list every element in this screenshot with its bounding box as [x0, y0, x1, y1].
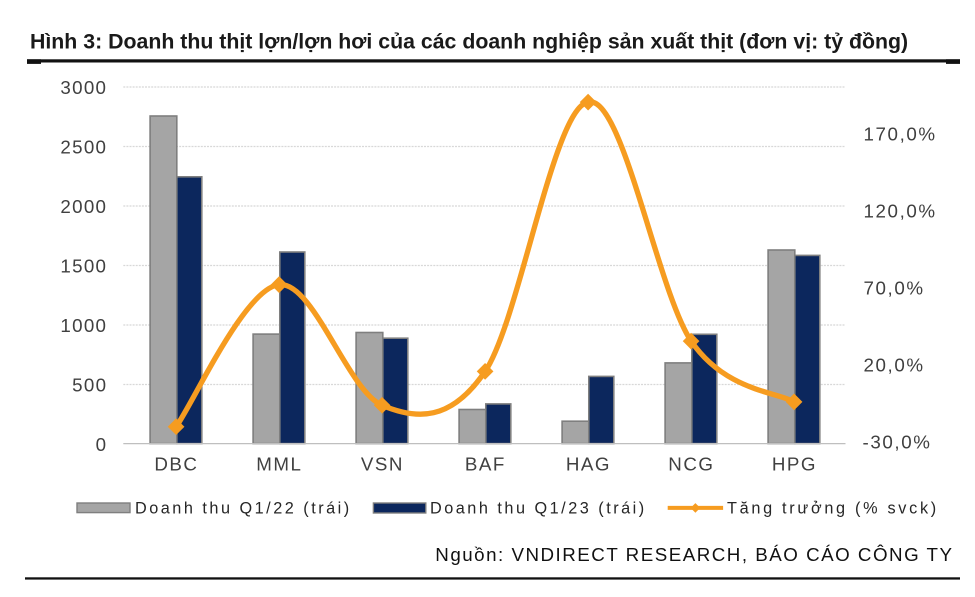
svg-text:70,0%: 70,0% — [864, 278, 925, 299]
svg-text:1000: 1000 — [60, 315, 107, 336]
svg-text:Doanh thu Q1/22 (trái): Doanh thu Q1/22 (trái) — [135, 499, 352, 517]
svg-text:500: 500 — [72, 374, 107, 395]
svg-text:BAF: BAF — [465, 454, 506, 475]
svg-text:Hình 3: Doanh thu thịt lợn/lợn: Hình 3: Doanh thu thịt lợn/lợn hơi của c… — [30, 30, 908, 54]
svg-text:Nguồn: VNDIRECT RESEARCH, BÁO: Nguồn: VNDIRECT RESEARCH, BÁO CÁO CÔNG T… — [435, 544, 953, 565]
svg-text:VSN: VSN — [361, 454, 404, 475]
svg-text:2000: 2000 — [60, 196, 107, 217]
svg-text:2500: 2500 — [60, 136, 107, 157]
svg-text:Doanh thu Q1/23 (trái): Doanh thu Q1/23 (trái) — [430, 499, 647, 517]
svg-text:120,0%: 120,0% — [864, 200, 937, 221]
svg-text:HPG: HPG — [772, 454, 817, 475]
svg-text:20,0%: 20,0% — [864, 355, 925, 376]
svg-text:1500: 1500 — [60, 255, 107, 276]
svg-text:DBC: DBC — [154, 454, 198, 475]
svg-text:Tăng trưởng (% svck): Tăng trưởng (% svck) — [727, 499, 939, 517]
svg-text:MML: MML — [256, 454, 302, 475]
svg-text:170,0%: 170,0% — [864, 123, 937, 144]
svg-text:NCG: NCG — [668, 454, 714, 475]
svg-text:-30,0%: -30,0% — [863, 432, 932, 453]
svg-text:3000: 3000 — [60, 77, 107, 98]
svg-text:0: 0 — [96, 434, 108, 455]
svg-text:HAG: HAG — [566, 454, 611, 475]
